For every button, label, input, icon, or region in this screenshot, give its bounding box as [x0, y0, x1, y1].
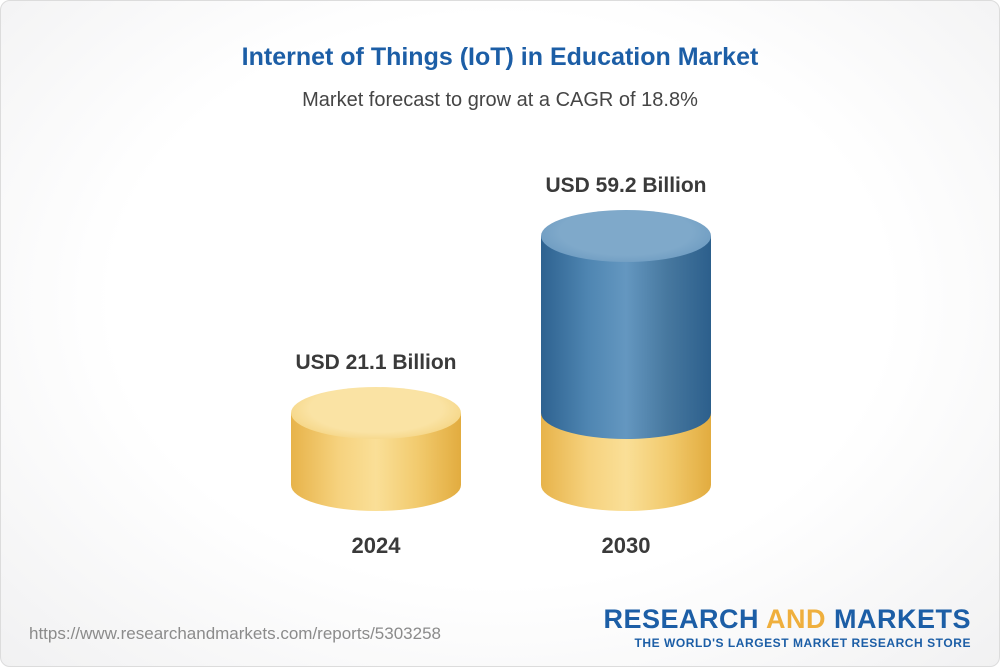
cylinder-top-gold — [291, 386, 461, 439]
logo-part-markets: MARKETS — [834, 603, 971, 634]
logo-part-research: RESEARCH — [603, 603, 759, 634]
cylinder-segment-blue — [541, 235, 711, 439]
cylinder-top-blue — [541, 209, 711, 262]
chart-title: Internet of Things (IoT) in Education Ma… — [241, 43, 759, 71]
logo-part-and: AND — [765, 603, 826, 634]
logo-wordmark: RESEARCH AND MARKETS — [603, 603, 971, 634]
logo-tagline: THE WORLD'S LARGEST MARKET RESEARCH STOR… — [634, 636, 971, 650]
bar-2024: USD 21.1 Billion 2024 — [291, 351, 461, 558]
value-label: USD 21.1 Billion — [295, 350, 457, 374]
value-label: USD 59.2 Billion — [545, 173, 707, 197]
year-label: 2030 — [601, 533, 651, 558]
bar-2030: USD 59.2 Billion 2030 — [541, 174, 711, 558]
source-url[interactable]: https://www.researchandmarkets.com/repor… — [29, 624, 441, 643]
research-and-markets-logo: RESEARCH AND MARKETS THE WORLD'S LARGEST… — [603, 603, 971, 650]
year-label: 2024 — [351, 533, 401, 558]
chart-subtitle: Market forecast to grow at a CAGR of 18.… — [302, 89, 698, 111]
